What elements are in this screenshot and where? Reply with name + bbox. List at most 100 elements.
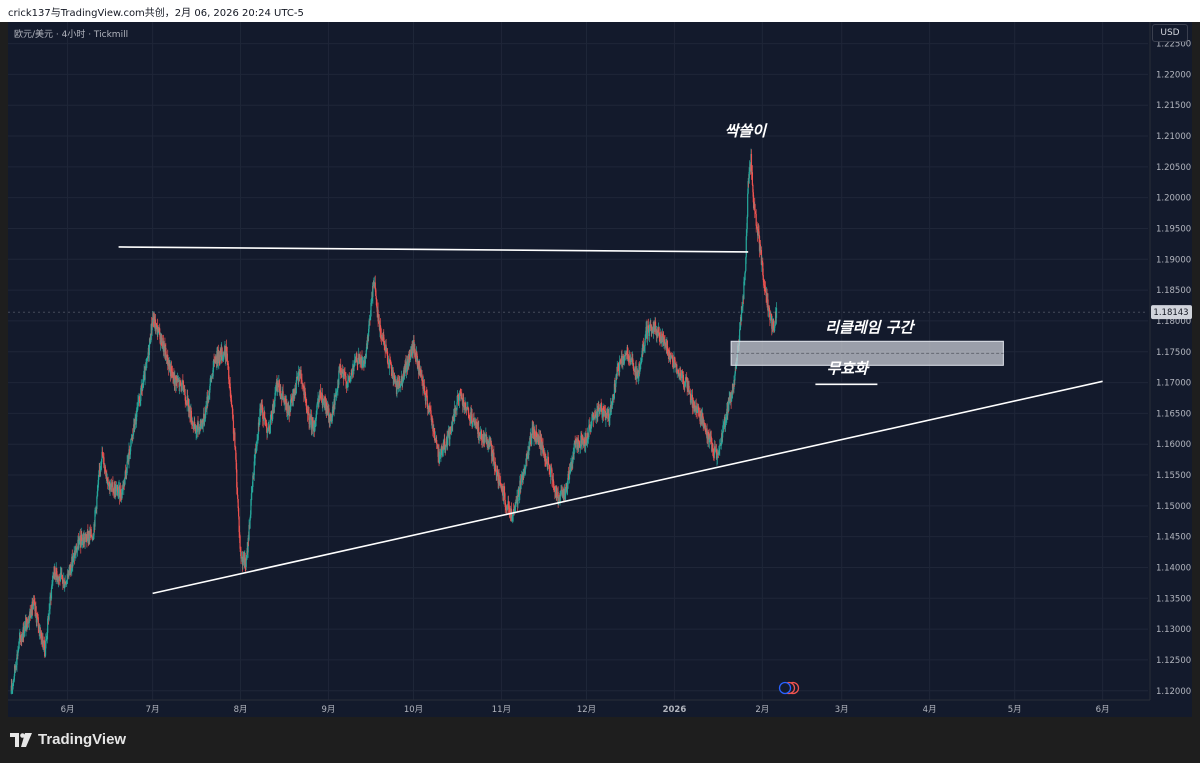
candle-body	[591, 418, 593, 421]
candle-body	[190, 410, 192, 423]
candle-body	[227, 363, 229, 367]
candle-body	[485, 434, 487, 443]
candle-body	[56, 567, 58, 575]
candle-body	[157, 328, 159, 334]
candle-body	[761, 261, 763, 263]
candle-body	[150, 339, 152, 343]
candle-body	[742, 296, 744, 307]
candle-body	[322, 399, 324, 401]
candle-body	[675, 364, 677, 367]
candle-body	[767, 306, 770, 312]
candle-body	[266, 431, 269, 433]
candle-body	[520, 484, 522, 489]
candle-body	[45, 639, 47, 649]
candle-body	[197, 428, 200, 431]
candle-body	[33, 601, 36, 603]
candle-body	[276, 383, 279, 391]
candle-body	[725, 417, 728, 420]
candle-body	[567, 473, 569, 485]
candle-body	[36, 616, 38, 623]
candle-body	[405, 362, 407, 373]
candle-body	[531, 434, 533, 445]
candle-body	[268, 426, 270, 434]
candle-body	[354, 360, 356, 362]
candle-body	[251, 487, 253, 492]
currency-button[interactable]: USD	[1152, 24, 1188, 42]
candle-body	[385, 344, 387, 351]
candle-body	[309, 417, 311, 428]
candle-body	[402, 381, 404, 383]
candle-body	[252, 475, 254, 488]
candle-body	[376, 306, 378, 312]
candle-body	[525, 459, 527, 467]
chart-panel[interactable]	[8, 22, 1192, 717]
candle-body	[758, 236, 761, 252]
candle-body	[396, 380, 398, 395]
candle-body	[436, 440, 438, 445]
tradingview-logo[interactable]: TradingView	[10, 731, 126, 748]
candle-body	[754, 203, 756, 211]
brand-name: TradingView	[38, 731, 127, 748]
candle-body	[46, 632, 48, 638]
candle-body	[546, 463, 548, 465]
support-trendline	[152, 380, 1103, 595]
candle-body	[185, 401, 187, 405]
candle-body	[426, 393, 428, 396]
candle-body	[263, 419, 265, 421]
candle-body	[510, 508, 512, 521]
candle-body	[457, 394, 459, 397]
candle-body	[103, 457, 105, 468]
candle-body	[33, 599, 35, 602]
candle-body	[645, 326, 647, 335]
candle-body	[519, 480, 521, 489]
candle-body	[648, 327, 650, 337]
candle-body	[599, 409, 601, 410]
candle-body	[746, 229, 748, 237]
candle-body	[548, 465, 550, 470]
candle-body	[128, 449, 130, 462]
reclaim-zone-label: 리클레임 구간	[825, 318, 915, 336]
candle-body	[375, 295, 377, 300]
candle-body	[513, 510, 515, 512]
candle-body	[524, 469, 526, 473]
candle-body	[629, 355, 631, 362]
candle-body	[270, 414, 272, 420]
candle-body	[326, 412, 328, 415]
x-tick-label: 2026	[663, 705, 687, 715]
candle-body	[126, 461, 129, 463]
candle-body	[260, 405, 262, 413]
candle-body	[87, 531, 89, 534]
candle-body	[603, 410, 605, 416]
candle-body	[414, 352, 417, 359]
candle-body	[565, 487, 567, 495]
candle-body	[548, 463, 550, 465]
candle-body	[311, 418, 313, 421]
candle-body	[576, 438, 578, 443]
candle-body	[659, 337, 661, 339]
candle-body	[98, 469, 100, 476]
candle-body	[535, 431, 538, 441]
candle-body	[615, 380, 617, 388]
candle-body	[740, 306, 743, 322]
candle-body	[590, 428, 592, 432]
candle-body	[632, 363, 634, 369]
candle-body	[766, 292, 768, 306]
candle-body	[90, 529, 92, 537]
candle-body	[464, 402, 467, 410]
candle-body	[618, 363, 620, 371]
candle-body	[74, 551, 76, 559]
candle-body	[664, 341, 666, 345]
symbol-label[interactable]: 欧元/美元 · 4小时 · Tickmill	[14, 30, 129, 40]
candle-body	[219, 351, 221, 362]
candle-body	[76, 549, 78, 553]
candle-body	[380, 334, 382, 339]
x-tick-label: 8月	[234, 705, 248, 715]
candle-body	[179, 380, 182, 385]
candle-body	[300, 378, 303, 381]
candle-body	[498, 475, 500, 485]
candle-body	[159, 328, 161, 336]
candle-body	[531, 427, 533, 435]
candle-body	[752, 192, 754, 203]
